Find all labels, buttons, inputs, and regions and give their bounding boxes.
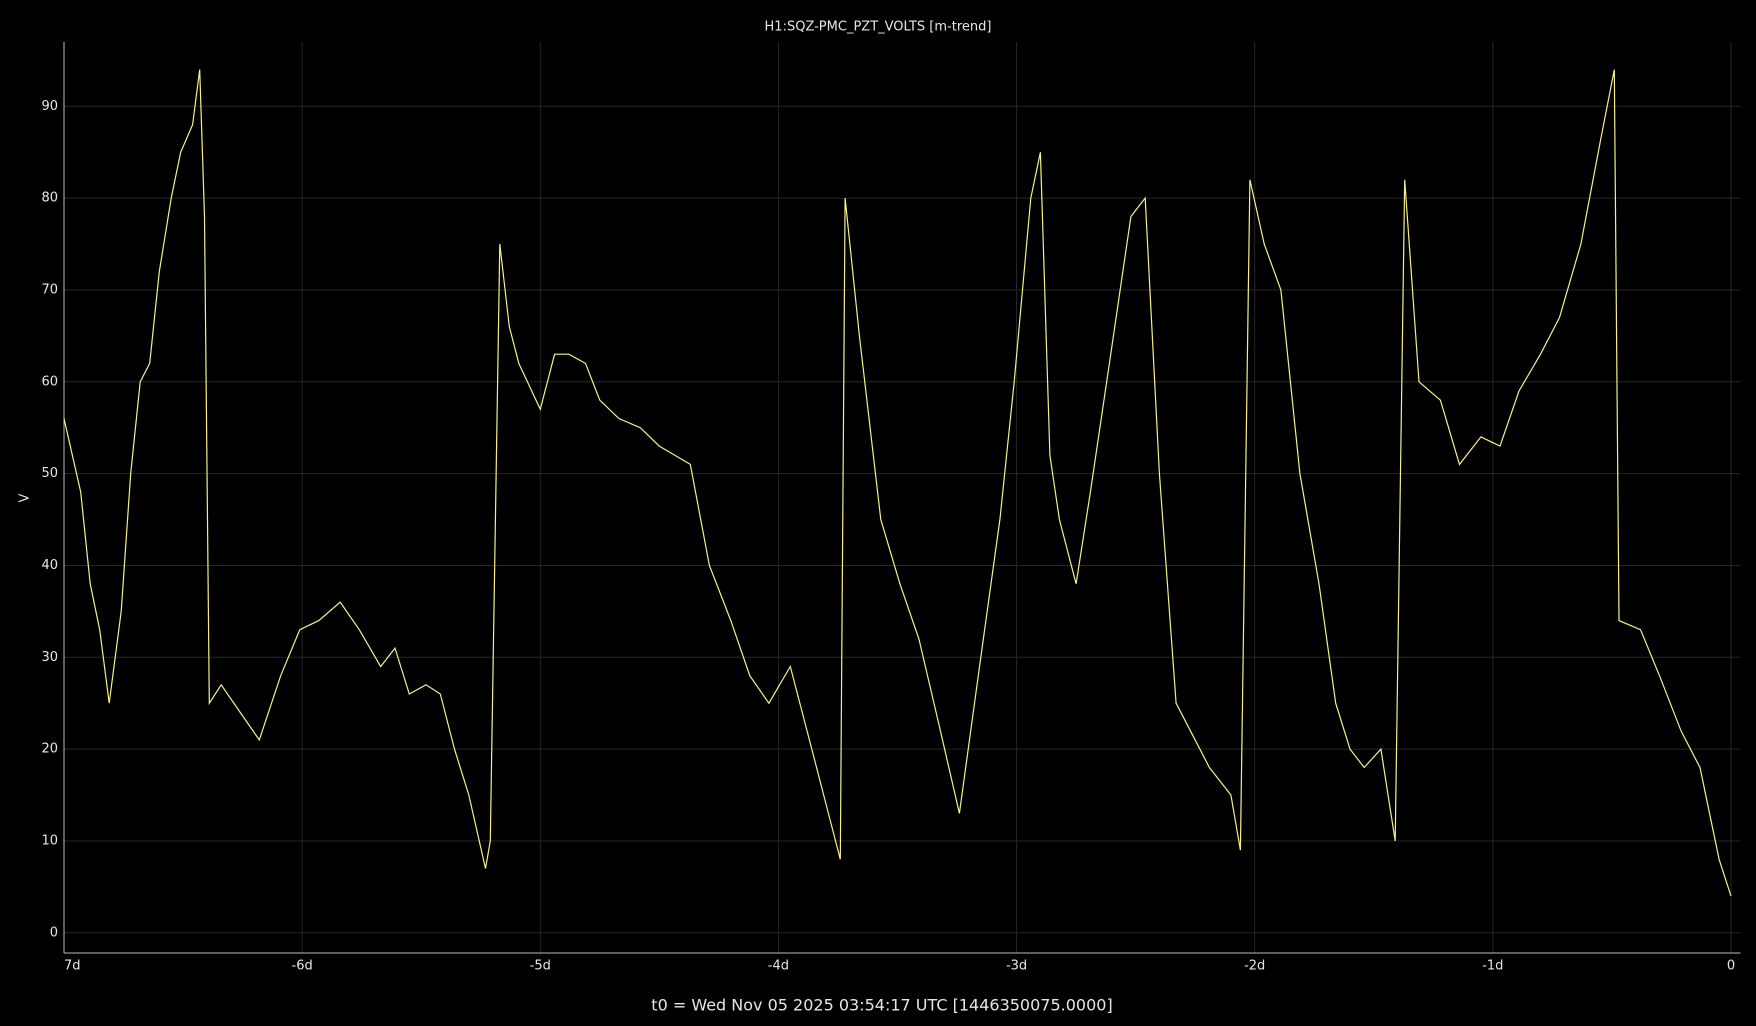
y-tick-label: 50 — [41, 466, 58, 481]
y-tick-label: 80 — [41, 191, 58, 206]
x-axis-label: t0 = Wed Nov 05 2025 03:54:17 UTC [14463… — [651, 996, 1112, 1015]
x-tick-label: -3d — [1006, 959, 1027, 974]
y-axis-label: V — [18, 493, 33, 502]
x-tick-label: -6d — [292, 959, 313, 974]
y-tick-label: 30 — [41, 650, 58, 665]
y-tick-label: 40 — [41, 558, 58, 573]
x-tick-label: 7d — [64, 959, 81, 974]
y-tick-label: 90 — [41, 99, 58, 114]
y-tick-label: 10 — [41, 833, 58, 848]
x-tick-label: 0 — [1727, 959, 1735, 974]
series-line — [63, 69, 1732, 897]
x-tick-label: -5d — [530, 959, 551, 974]
x-tick-label: -2d — [1244, 959, 1265, 974]
y-tick-label: 20 — [41, 742, 58, 757]
y-tick-label: 60 — [41, 374, 58, 389]
y-tick-label: 70 — [41, 282, 58, 297]
x-tick-label: -4d — [768, 959, 789, 974]
chart-title: H1:SQZ-PMC_PZT_VOLTS [m-trend] — [765, 20, 992, 35]
y-tick-label: 0 — [50, 925, 58, 940]
x-tick-label: -1d — [1482, 959, 1503, 974]
